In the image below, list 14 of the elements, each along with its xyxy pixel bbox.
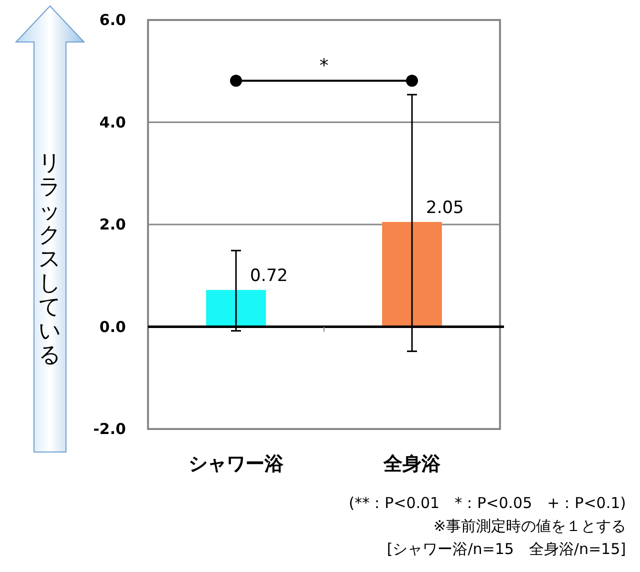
data-label: 0.72 xyxy=(250,266,288,286)
x-tick-label: シャワー浴 xyxy=(188,453,284,475)
y-tick-label: 2.0 xyxy=(99,216,126,234)
y-tick-label: -2.0 xyxy=(93,420,126,438)
text: [シャワー浴/n=15 全身浴/n=15] xyxy=(386,540,626,558)
text: リラックスしている xyxy=(38,151,62,368)
data-label: 2.05 xyxy=(426,198,464,218)
y-tick-label: 0.0 xyxy=(99,318,126,336)
y-tick-label: 4.0 xyxy=(99,113,126,132)
y-tick-label: 6.0 xyxy=(99,11,126,29)
text: ※事前測定時の値を１とする xyxy=(433,517,626,535)
annotation: * xyxy=(320,56,328,77)
x-tick-label: 全身浴 xyxy=(382,453,442,475)
text: (**：P<0.01 *：P<0.05 +：P<0.1) xyxy=(348,494,626,512)
